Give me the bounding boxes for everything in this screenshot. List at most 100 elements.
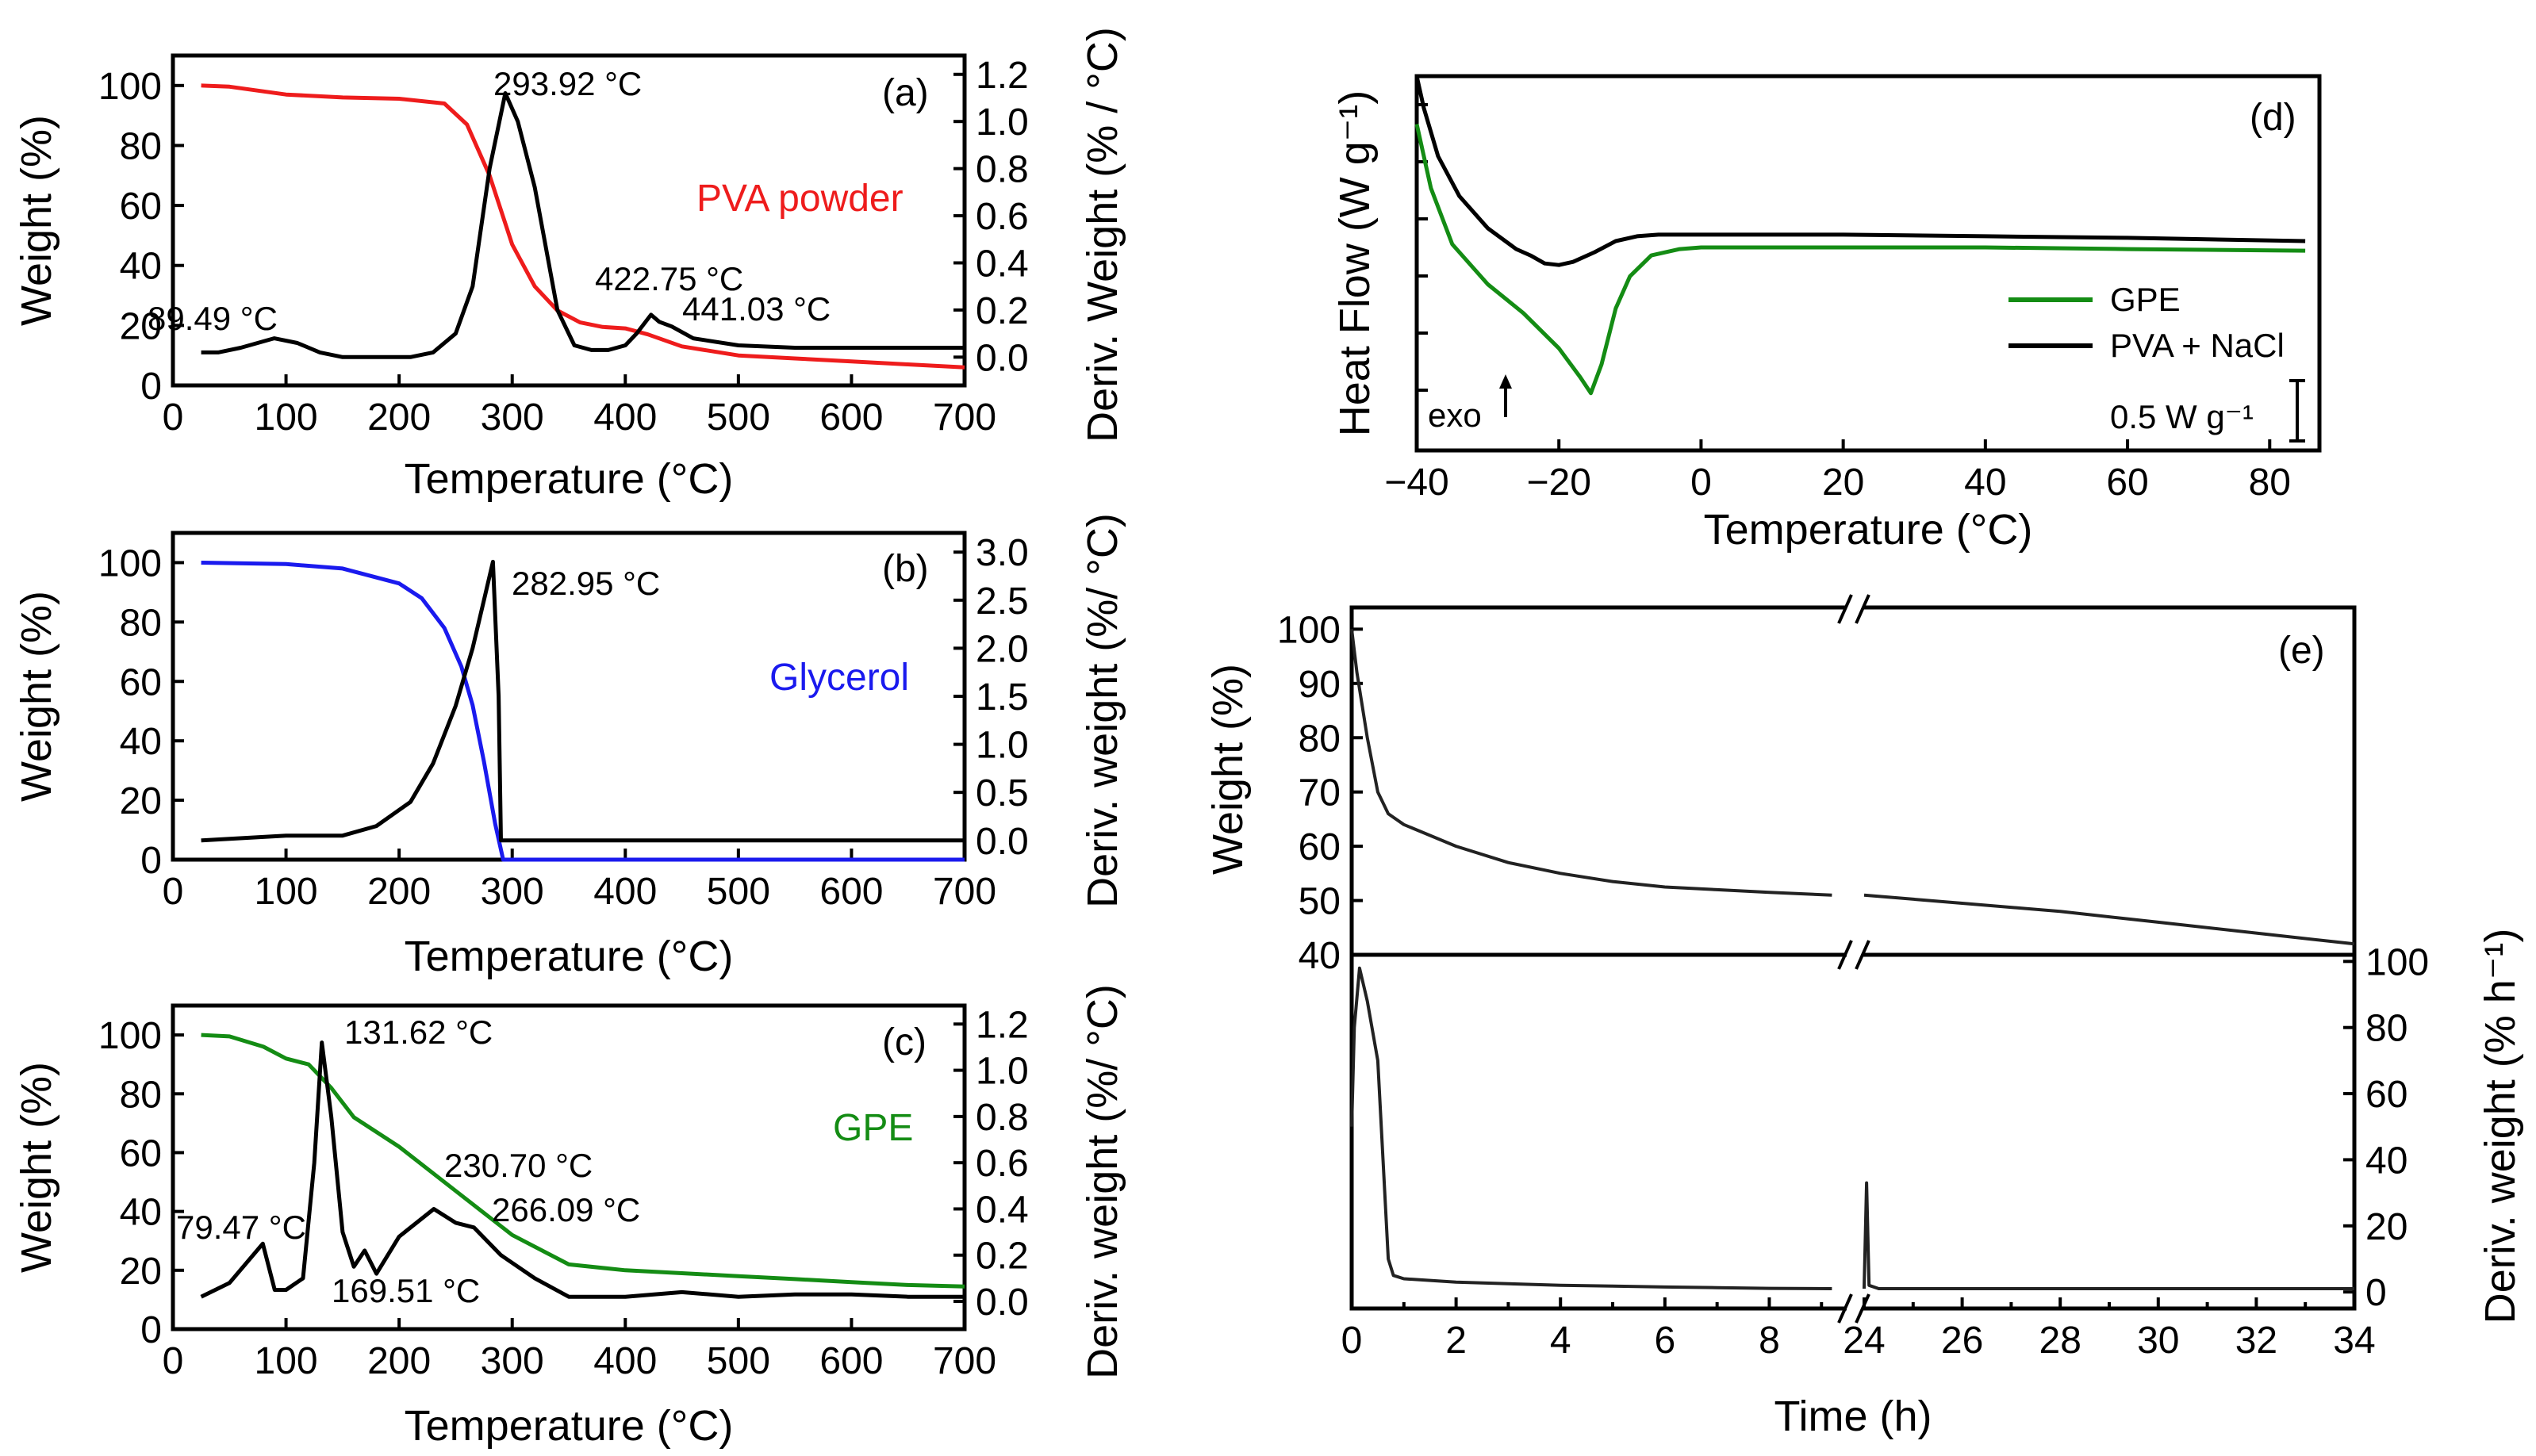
x-tick-label: 8 xyxy=(1759,1320,1780,1362)
y2-tick-label: 0.2 xyxy=(976,290,1029,332)
series-lines xyxy=(200,1033,965,1299)
x-tick-label: 600 xyxy=(819,397,883,439)
y-axis-label: Weight (%) xyxy=(13,1062,60,1273)
x-tick-label: 4 xyxy=(1550,1320,1571,1362)
y-tick-label: 100 xyxy=(98,542,162,584)
y2-axis-label: Deriv. Weight (% / °C) xyxy=(1079,27,1126,443)
y-axis-label: Weight (%) xyxy=(1204,664,1252,875)
y-tick-label: 40 xyxy=(120,246,162,288)
x-tick-label: 200 xyxy=(367,397,431,439)
y-tick-label: 0 xyxy=(140,366,162,408)
x-axis-ticks: 0 100 200 300 400 500 600 700 xyxy=(163,849,996,913)
x-tick-label: 600 xyxy=(819,1340,883,1382)
y-axis-label: Weight (%) xyxy=(13,115,60,326)
y2-tick-label: 20 xyxy=(2365,1206,2407,1248)
x-tick-label: 300 xyxy=(481,1340,544,1382)
y-tick-label: 80 xyxy=(120,1074,162,1116)
y-tick-label: 90 xyxy=(1299,664,1341,706)
x-tick-label: 34 xyxy=(2333,1320,2375,1362)
y2-tick-label: 100 xyxy=(2365,941,2429,983)
x-tick-label: 200 xyxy=(367,1340,431,1382)
y-tick-label: 40 xyxy=(120,1192,162,1234)
x-tick-label: 500 xyxy=(707,397,770,439)
y2-axis-ticks: 0.0 0.2 0.4 0.6 0.8 1.0 1.2 xyxy=(953,55,1029,379)
peak-annotation: 131.62 °C xyxy=(344,1013,493,1051)
x-tick-label: 700 xyxy=(933,397,996,439)
y-axis-ticks: 0 20 40 60 80 100 xyxy=(98,542,184,882)
sample-label: PVA powder xyxy=(696,178,904,220)
y-tick-label: 100 xyxy=(98,1015,162,1057)
y2-tick-label: 0.0 xyxy=(976,1282,1029,1324)
y2-tick-label: 2.0 xyxy=(976,628,1029,670)
x-tick-label: 400 xyxy=(593,871,657,913)
y2-axis-label: Deriv. weight (%/ °C) xyxy=(1079,513,1126,908)
legend: GPE PVA + NaCl xyxy=(2008,281,2285,364)
y-tick-label: 80 xyxy=(120,125,162,167)
panel-label: (a) xyxy=(882,72,929,114)
y2-axis-label: Deriv. weight (%/ °C) xyxy=(1079,984,1126,1379)
x-tick-label: 0 xyxy=(163,397,184,439)
sample-label: GPE xyxy=(833,1107,913,1149)
heat-flow-series-line xyxy=(1414,75,2306,267)
scale-bar: 0.5 W g⁻¹ xyxy=(2110,379,2305,443)
y2-tick-label: 0.4 xyxy=(976,243,1029,285)
y-tick-label: 0 xyxy=(140,1309,162,1351)
weight-series-line xyxy=(201,561,965,862)
y2-axis-ticks: 0.0 0.5 1.0 1.5 2.0 2.5 3.0 xyxy=(953,532,1029,863)
y2-tick-label: 1.2 xyxy=(976,1004,1029,1046)
peak-annotation: 230.70 °C xyxy=(444,1147,593,1184)
y-tick-label: 20 xyxy=(120,305,162,347)
weight-series-line xyxy=(1350,629,1832,897)
y2-tick-label: 80 xyxy=(2365,1008,2407,1050)
deriv-weight-series-line xyxy=(201,559,965,843)
exo-arrow-icon xyxy=(1499,374,1512,417)
x-axis-label: Temperature (°C) xyxy=(405,1402,734,1450)
x-tick-label: 600 xyxy=(819,871,883,913)
y2-tick-label: 0.4 xyxy=(976,1189,1029,1231)
y-tick-label: 70 xyxy=(1299,772,1341,814)
exo-label: exo xyxy=(1428,397,1482,434)
y-tick-label: 80 xyxy=(120,602,162,644)
y2-tick-label: 0.5 xyxy=(976,772,1029,814)
x-tick-label: 300 xyxy=(481,397,544,439)
y-tick-label: 60 xyxy=(120,1132,162,1174)
y2-tick-label: 0.6 xyxy=(976,1143,1029,1185)
y2-tick-label: 0.8 xyxy=(976,1097,1029,1139)
legend-label-gpe: GPE xyxy=(2110,281,2181,318)
y2-tick-label: 0.2 xyxy=(976,1236,1029,1278)
x-tick-label: 6 xyxy=(1654,1320,1675,1362)
x-tick-label: 500 xyxy=(707,1340,770,1382)
x-tick-label: 0 xyxy=(163,1340,184,1382)
x-tick-label: 32 xyxy=(2235,1320,2277,1362)
x-axis-ticks: −40 −20 0 20 40 60 80 xyxy=(1384,439,2291,504)
y-axis-label: Weight (%) xyxy=(13,591,60,802)
x-tick-label: 500 xyxy=(707,871,770,913)
y-axis-ticks: 40 50 60 70 80 90 100 xyxy=(1277,609,1363,977)
y-tick-label: 40 xyxy=(1299,935,1341,977)
y-tick-label: 0 xyxy=(140,840,162,882)
legend-label-pva-nacl: PVA + NaCl xyxy=(2110,327,2285,364)
x-tick-label: 400 xyxy=(593,1340,657,1382)
y2-tick-label: 0.0 xyxy=(976,337,1029,379)
x-tick-label: 0 xyxy=(1341,1320,1363,1362)
y-tick-label: 20 xyxy=(120,1251,162,1293)
x-tick-label: 0 xyxy=(1690,462,1712,504)
y-tick-label: 100 xyxy=(1277,609,1341,651)
sample-label: Glycerol xyxy=(769,657,909,699)
y2-tick-label: 1.0 xyxy=(976,725,1029,767)
x-tick-label: 100 xyxy=(255,397,318,439)
y-tick-label: 50 xyxy=(1299,881,1341,923)
weight-series-line xyxy=(1863,893,2355,946)
y2-axis-ticks: 0 20 40 60 80 100 xyxy=(2343,941,2429,1314)
y2-tick-label: 3.0 xyxy=(976,532,1029,574)
peak-annotation: 169.51 °C xyxy=(332,1272,480,1309)
x-tick-label: 200 xyxy=(367,871,431,913)
x-axis-ticks: 0 2 4 6 8 24 26 28 30 32 34 xyxy=(1341,1297,2376,1362)
y2-tick-label: 0.6 xyxy=(976,196,1029,238)
panel-label: (e) xyxy=(2278,630,2325,672)
x-tick-label: 20 xyxy=(1822,462,1864,504)
series-lines xyxy=(1350,629,2355,1290)
